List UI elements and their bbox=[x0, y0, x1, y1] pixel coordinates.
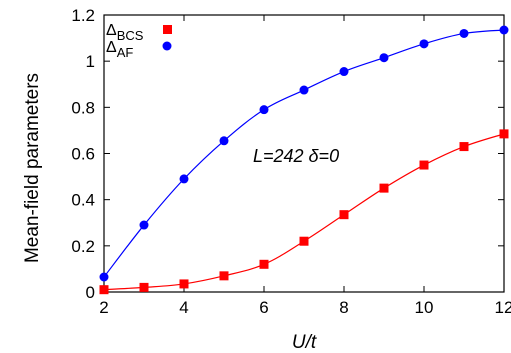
data-point-af bbox=[219, 136, 229, 146]
x-axis-label: U/t bbox=[292, 332, 317, 353]
x-tick-label: 2 bbox=[99, 298, 108, 317]
y-tick-label: 0.4 bbox=[71, 191, 95, 210]
data-point-af bbox=[179, 174, 189, 184]
x-tick-label: 10 bbox=[415, 298, 434, 317]
annotation: L=242 δ=0 bbox=[253, 146, 339, 166]
data-point-af bbox=[339, 67, 349, 77]
y-tick-label: 0.6 bbox=[71, 145, 95, 164]
y-tick-label: 1.2 bbox=[71, 6, 95, 25]
data-point-af bbox=[419, 39, 429, 49]
data-point-af bbox=[379, 53, 389, 63]
data-point-bcs bbox=[179, 279, 189, 289]
data-point-bcs bbox=[219, 271, 229, 281]
data-point-bcs bbox=[259, 259, 269, 269]
data-point-af bbox=[299, 85, 309, 95]
data-point-af bbox=[99, 272, 109, 282]
y-tick-label: 0 bbox=[86, 283, 95, 302]
x-tick-label: 6 bbox=[259, 298, 268, 317]
series-layer bbox=[99, 25, 509, 295]
data-point-bcs bbox=[459, 142, 469, 152]
data-point-bcs bbox=[499, 129, 509, 139]
legend: ΔBCS ΔAF bbox=[106, 22, 172, 60]
y-tick-label: 0.2 bbox=[71, 237, 95, 256]
legend-label-bcs-sub: BCS bbox=[117, 28, 144, 43]
legend-label-af: ΔAF bbox=[106, 39, 133, 60]
y-axis-label: Mean-field parameters bbox=[22, 73, 43, 263]
data-point-af bbox=[459, 28, 469, 38]
legend-marker-bcs bbox=[163, 25, 172, 34]
data-point-af bbox=[499, 25, 509, 35]
y-tick-label: 1 bbox=[86, 52, 95, 71]
data-point-bcs bbox=[419, 160, 429, 170]
legend-label-bcs: ΔBCS bbox=[106, 22, 144, 43]
data-point-bcs bbox=[99, 285, 109, 295]
data-point-af bbox=[259, 105, 269, 115]
y-tick-label: 0.8 bbox=[71, 98, 95, 117]
legend-label-af-main: Δ bbox=[106, 39, 117, 56]
x-tick-label: 8 bbox=[339, 298, 348, 317]
x-tick-label: 12 bbox=[495, 298, 511, 317]
data-point-bcs bbox=[339, 210, 349, 220]
legend-label-bcs-main: Δ bbox=[106, 22, 117, 39]
data-point-af bbox=[139, 220, 149, 230]
x-tick-label: 4 bbox=[179, 298, 188, 317]
legend-label-af-sub: AF bbox=[117, 45, 134, 60]
axis-ticks: 2 4 6 8 10 12 0 0.2 0.4 0.6 0.8 1 1.2 bbox=[71, 6, 511, 317]
legend-marker-af bbox=[162, 41, 172, 51]
data-point-bcs bbox=[139, 282, 149, 292]
data-point-bcs bbox=[379, 183, 389, 193]
data-point-bcs bbox=[299, 236, 309, 246]
